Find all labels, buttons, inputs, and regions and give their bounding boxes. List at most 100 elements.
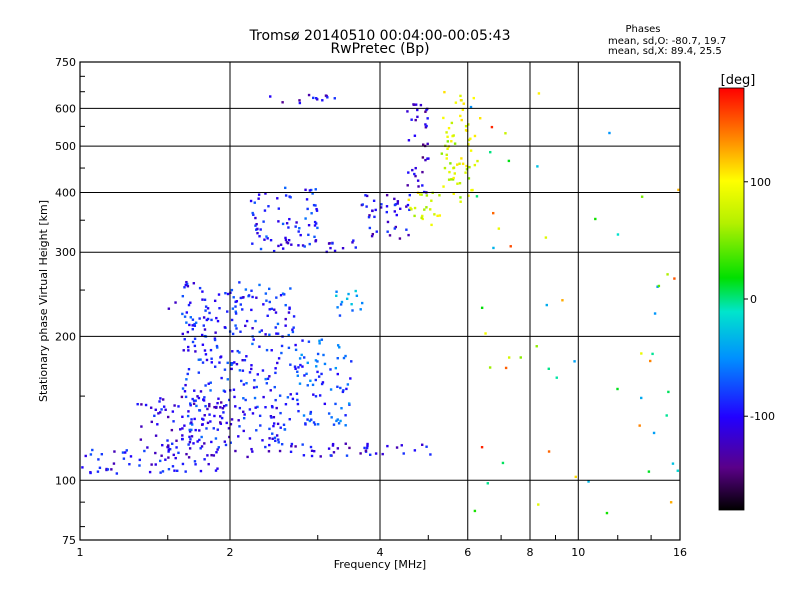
data-point bbox=[202, 399, 206, 402]
data-point bbox=[469, 137, 472, 140]
data-point bbox=[231, 350, 234, 353]
data-point bbox=[219, 415, 222, 418]
data-point bbox=[315, 365, 318, 368]
data-point bbox=[262, 303, 265, 306]
data-point bbox=[234, 305, 237, 308]
x-tick-label: 16 bbox=[673, 546, 687, 559]
data-point bbox=[385, 193, 389, 197]
data-point bbox=[677, 188, 680, 192]
data-point bbox=[271, 437, 274, 440]
data-point bbox=[279, 411, 282, 415]
data-point bbox=[267, 205, 270, 208]
data-point bbox=[447, 126, 451, 130]
data-point bbox=[420, 216, 423, 220]
data-point bbox=[484, 332, 487, 335]
data-point bbox=[301, 443, 304, 446]
data-point bbox=[229, 362, 233, 365]
data-point bbox=[276, 332, 280, 335]
data-point bbox=[243, 413, 246, 416]
data-point bbox=[268, 437, 271, 440]
stats-o: mean, sd,O: -80.7, 19.7 bbox=[608, 36, 726, 47]
data-point bbox=[244, 398, 247, 402]
data-point bbox=[182, 349, 185, 352]
data-point bbox=[198, 317, 201, 320]
data-point bbox=[287, 238, 291, 242]
data-point bbox=[308, 242, 311, 246]
data-point bbox=[173, 404, 176, 407]
data-point bbox=[251, 295, 254, 299]
data-point bbox=[426, 117, 429, 120]
data-point bbox=[425, 108, 428, 112]
data-point bbox=[207, 462, 210, 466]
data-point bbox=[280, 443, 284, 446]
data-point bbox=[393, 227, 396, 230]
data-point bbox=[201, 290, 204, 293]
data-point bbox=[213, 299, 217, 303]
data-point bbox=[393, 197, 396, 201]
data-point bbox=[264, 292, 268, 295]
colorbar-label: [deg] bbox=[721, 73, 756, 88]
data-point bbox=[209, 389, 212, 392]
data-point bbox=[213, 405, 216, 409]
data-point bbox=[504, 132, 507, 135]
data-point bbox=[473, 509, 477, 513]
data-point bbox=[446, 147, 449, 150]
data-point bbox=[217, 446, 220, 449]
data-point bbox=[339, 303, 343, 306]
data-point bbox=[352, 239, 355, 242]
data-point bbox=[188, 430, 192, 433]
y-tick-label: 200 bbox=[55, 330, 76, 343]
data-point bbox=[657, 284, 661, 288]
data-point bbox=[91, 448, 94, 452]
data-point bbox=[129, 455, 133, 458]
data-point bbox=[206, 307, 210, 310]
data-point bbox=[202, 324, 205, 327]
plot-frame bbox=[79, 61, 681, 541]
data-point bbox=[198, 438, 201, 442]
data-point bbox=[255, 385, 258, 389]
data-point bbox=[545, 303, 548, 307]
data-point bbox=[314, 188, 317, 191]
data-point bbox=[209, 420, 212, 423]
data-point bbox=[440, 152, 444, 155]
data-point bbox=[218, 361, 221, 364]
data-point bbox=[204, 309, 207, 312]
data-point bbox=[443, 90, 446, 94]
data-point bbox=[214, 469, 218, 472]
data-point bbox=[574, 475, 577, 479]
data-point bbox=[381, 452, 384, 456]
data-point bbox=[594, 217, 597, 221]
data-point bbox=[199, 390, 203, 393]
data-point bbox=[349, 377, 352, 380]
data-point bbox=[345, 387, 348, 391]
data-point bbox=[298, 101, 302, 105]
data-point bbox=[246, 455, 249, 459]
data-point bbox=[448, 170, 451, 174]
data-point bbox=[335, 294, 338, 298]
data-point bbox=[405, 205, 408, 208]
data-point bbox=[254, 216, 257, 220]
data-point bbox=[275, 434, 279, 437]
data-point bbox=[459, 196, 462, 199]
data-point bbox=[536, 165, 539, 168]
data-point bbox=[288, 418, 291, 421]
data-point bbox=[241, 308, 244, 311]
data-point bbox=[279, 426, 282, 429]
data-point bbox=[302, 414, 306, 417]
data-point bbox=[277, 220, 280, 223]
data-point bbox=[280, 344, 284, 348]
data-point bbox=[150, 420, 153, 424]
data-point bbox=[254, 406, 257, 409]
data-point bbox=[276, 322, 280, 326]
data-point bbox=[279, 294, 283, 297]
data-point bbox=[347, 402, 351, 405]
data-point bbox=[429, 453, 432, 456]
data-point bbox=[220, 376, 223, 380]
data-point bbox=[204, 384, 207, 387]
data-point bbox=[223, 368, 227, 371]
data-point bbox=[193, 337, 197, 340]
data-point bbox=[290, 243, 293, 246]
data-point bbox=[156, 423, 159, 426]
data-point bbox=[446, 135, 449, 139]
